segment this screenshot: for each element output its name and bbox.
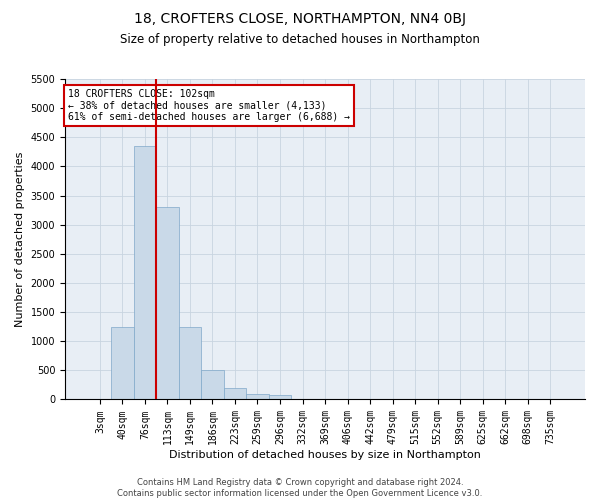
X-axis label: Distribution of detached houses by size in Northampton: Distribution of detached houses by size …	[169, 450, 481, 460]
Bar	[201, 370, 224, 400]
Bar	[134, 146, 156, 400]
Bar	[224, 388, 246, 400]
Bar	[156, 207, 179, 400]
Text: Size of property relative to detached houses in Northampton: Size of property relative to detached ho…	[120, 32, 480, 46]
Y-axis label: Number of detached properties: Number of detached properties	[15, 152, 25, 327]
Bar	[246, 394, 269, 400]
Text: Contains HM Land Registry data © Crown copyright and database right 2024.
Contai: Contains HM Land Registry data © Crown c…	[118, 478, 482, 498]
Text: 18, CROFTERS CLOSE, NORTHAMPTON, NN4 0BJ: 18, CROFTERS CLOSE, NORTHAMPTON, NN4 0BJ	[134, 12, 466, 26]
Bar	[111, 326, 134, 400]
Bar	[179, 326, 201, 400]
Bar	[269, 395, 291, 400]
Text: 18 CROFTERS CLOSE: 102sqm
← 38% of detached houses are smaller (4,133)
61% of se: 18 CROFTERS CLOSE: 102sqm ← 38% of detac…	[68, 88, 350, 122]
